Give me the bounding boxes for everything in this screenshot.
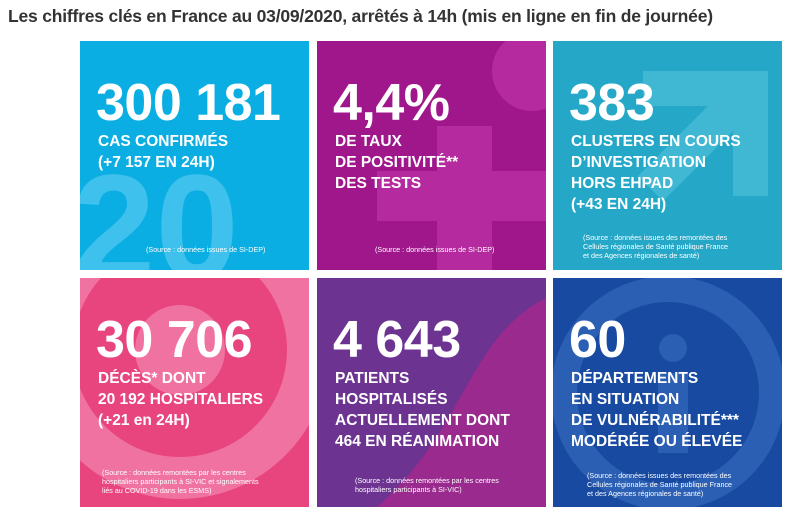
- tile-vulnerable-departments: 60 DÉPARTEMENTS EN SITUATION DE VULNÉRAB…: [553, 278, 782, 507]
- cases-label: CAS CONFIRMÉS (+7 157 EN 24H): [98, 131, 228, 173]
- label-line: DES TESTS: [335, 175, 422, 192]
- tile-positivity-rate: 4,4% DE TAUX DE POSITIVITÉ** DES TESTS (…: [317, 41, 546, 270]
- label-line: DÉPARTEMENTS: [571, 370, 699, 387]
- label-line: DE TAUX: [335, 133, 402, 150]
- departments-source: (Source : données issues des remontées d…: [587, 471, 732, 498]
- source-line: et des Agences régionales de santé): [587, 489, 704, 498]
- label-line: EN SITUATION: [571, 391, 680, 408]
- cases-value: 300 181: [96, 74, 281, 132]
- label-line: DE POSITIVITÉ**: [335, 154, 459, 171]
- label-line: ACTUELLEMENT DONT: [335, 412, 510, 429]
- deaths-label: DÉCÈS* DONT 20 192 HOSPITALIERS (+21 en …: [98, 368, 263, 431]
- source-line: Cellules régionales de Santé publique Fr…: [587, 480, 733, 489]
- label-line: CAS CONFIRMÉS: [98, 133, 229, 150]
- arrow-up-right-icon: [638, 71, 768, 201]
- departments-value: 60: [569, 311, 626, 369]
- source-line: hospitaliers participants à SI-VIC): [355, 485, 462, 494]
- departments-label: DÉPARTEMENTS EN SITUATION DE VULNÉRABILI…: [571, 368, 742, 452]
- deaths-value: 30 706: [96, 311, 253, 369]
- source-line: (Source : données issues de SI-DEP): [375, 245, 495, 254]
- positivity-source: (Source : données issues de SI-DEP): [375, 245, 494, 254]
- positivity-value: 4,4%: [333, 74, 450, 132]
- curved-shape-graphic: [377, 298, 546, 507]
- positivity-label: DE TAUX DE POSITIVITÉ** DES TESTS: [335, 131, 458, 194]
- tile-confirmed-cases: 20 300 181 CAS CONFIRMÉS (+7 157 EN 24H)…: [80, 41, 309, 270]
- label-line: CLUSTERS EN COURS: [571, 133, 741, 150]
- label-line: (+43 EN 24H): [571, 196, 667, 213]
- label-line: MODÉRÉE OU ÉLEVÉE: [571, 433, 743, 450]
- tile-deaths: 30 706 DÉCÈS* DONT 20 192 HOSPITALIERS (…: [80, 278, 309, 507]
- source-line: (Source : données remontées par les cent…: [102, 468, 246, 477]
- source-line: Cellules régionales de Santé publique Fr…: [583, 242, 729, 251]
- clusters-label: CLUSTERS EN COURS D’INVESTIGATION HORS E…: [571, 131, 741, 215]
- cases-source: (Source : données issues de SI-DEP): [146, 245, 265, 254]
- svg-text:20: 20: [80, 143, 239, 270]
- concentric-circles-graphic: [80, 278, 309, 499]
- source-line: hospitaliers participants à SI-VIC et si…: [102, 477, 259, 486]
- label-line: DE VULNÉRABILITÉ***: [571, 412, 739, 429]
- page-title: Les chiffres clés en France au 03/09/202…: [8, 6, 713, 26]
- label-line: (+21 en 24H): [98, 412, 190, 429]
- tile-clusters: 383 CLUSTERS EN COURS D’INVESTIGATION HO…: [553, 41, 782, 270]
- label-line: 464 EN RÉANIMATION: [335, 433, 500, 450]
- label-line: D’INVESTIGATION: [571, 154, 706, 171]
- source-line: et des Agences régionales de santé): [583, 251, 700, 260]
- source-line: (Source : données issues des remontées d…: [587, 471, 732, 480]
- hospital-source: (Source : données remontées par les cent…: [355, 476, 499, 494]
- source-line: liés au COVID-19 dans les ESMS): [102, 486, 212, 495]
- hospital-value: 4 643: [333, 311, 461, 369]
- label-line: HORS EHPAD: [571, 175, 674, 192]
- source-line: (Source : données remontées par les cent…: [355, 476, 499, 485]
- tile-hospitalized: 4 643 PATIENTS HOSPITALISÉS ACTUELLEMENT…: [317, 278, 546, 507]
- source-line: (Source : données issues de SI-DEP): [146, 245, 266, 254]
- deaths-source: (Source : données remontées par les cent…: [102, 468, 259, 495]
- label-line: (+7 157 EN 24H): [98, 154, 215, 171]
- label-line: DÉCÈS* DONT: [98, 370, 206, 387]
- source-line: (Source : données issues des remontées d…: [583, 233, 728, 242]
- label-line: PATIENTS: [335, 370, 410, 387]
- plus-sign-graphic: [377, 41, 546, 270]
- background-digits-graphic: 20: [80, 143, 239, 270]
- label-line: 20 192 HOSPITALIERS: [98, 391, 264, 408]
- label-line: HOSPITALISÉS: [335, 391, 448, 408]
- info-icon: [553, 278, 782, 507]
- clusters-value: 383: [569, 74, 655, 132]
- hospital-label: PATIENTS HOSPITALISÉS ACTUELLEMENT DONT …: [335, 368, 510, 452]
- clusters-source: (Source : données issues des remontées d…: [583, 233, 728, 260]
